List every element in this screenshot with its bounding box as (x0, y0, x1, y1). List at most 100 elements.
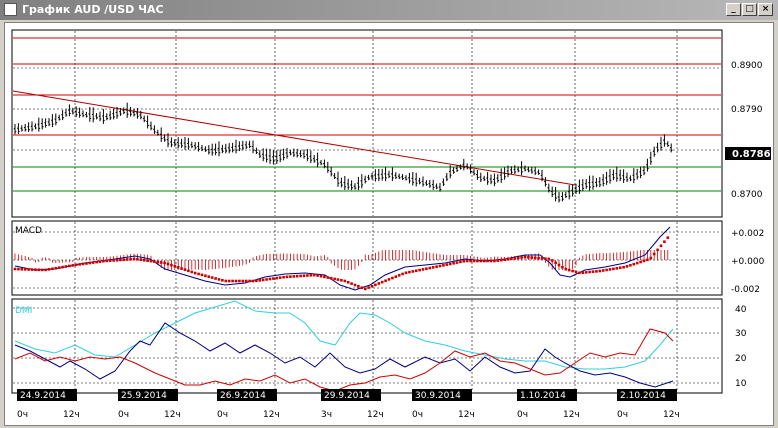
price-bar (506, 165, 510, 178)
macd-signal-dot (302, 274, 306, 278)
macd-signal-dot (469, 259, 472, 263)
price-bar (255, 147, 258, 155)
macd-signal-dot (370, 284, 374, 288)
macd-signal-dot (95, 260, 98, 264)
macd-signal-dot (445, 263, 449, 266)
hour-label: 12ч (367, 410, 384, 420)
price-bars (13, 102, 673, 203)
macd-signal-dot (408, 270, 411, 274)
macd-signal-dot (557, 263, 561, 267)
price-bar (513, 165, 517, 174)
macd-signal-dot (605, 268, 608, 272)
macd-signal-dot (329, 276, 333, 280)
price-bar (176, 137, 180, 149)
price-bar (302, 149, 306, 159)
macd-signal-dot (411, 270, 415, 273)
macd-signal-dot (210, 276, 214, 279)
price-bar (336, 171, 340, 187)
date-label: 30.9.2014 (412, 389, 472, 401)
macd-signal-dot (81, 262, 85, 266)
macd-signal-dot (40, 268, 44, 272)
price-bar (91, 107, 95, 123)
macd-signal-dot (459, 260, 462, 264)
macd-signal-dot (71, 264, 75, 267)
svg-text:26.9.2014: 26.9.2014 (220, 391, 266, 401)
macd-signal-dot (149, 259, 153, 263)
price-bar (190, 141, 194, 149)
maximize-button[interactable]: □ (742, 3, 757, 16)
minimize-button[interactable]: _ (726, 3, 741, 16)
hour-label: 0ч (617, 410, 628, 420)
chart-canvas[interactable]: 0.8900 0.8790 0.8700 0.8786 MACD +0.002 … (5, 23, 775, 427)
price-bar (557, 192, 561, 203)
price-bar (397, 173, 401, 180)
price-bar (265, 148, 268, 163)
price-bar (193, 142, 197, 150)
macd-signal-dot (357, 285, 360, 288)
hour-label: 0ч (17, 410, 28, 420)
price-bar (459, 164, 462, 170)
macd-signal-dot (435, 265, 438, 268)
price-bar (493, 173, 496, 187)
price-bar (370, 172, 374, 180)
macd-signal-dot (652, 252, 656, 256)
close-button[interactable]: × (758, 3, 773, 16)
price-bar (180, 138, 183, 148)
macd-signal-dot (85, 262, 88, 265)
macd-signal-dot (363, 287, 367, 291)
macd-signal-dot (166, 262, 170, 266)
macd-signal-dot (176, 266, 180, 269)
chart-area[interactable]: 0.8900 0.8790 0.8700 0.8786 MACD +0.002 … (4, 22, 774, 426)
macd-signal-dot (346, 280, 350, 284)
price-bar (503, 167, 506, 180)
macd-signal-dot (115, 258, 119, 262)
macd-signal-dot (479, 259, 483, 263)
macd-signal-dot (554, 261, 557, 265)
price-bar (482, 175, 486, 181)
macd-signal-dot (578, 271, 581, 275)
price-bar (346, 178, 350, 190)
macd-signal-dot (217, 278, 221, 281)
price-bar (40, 118, 44, 130)
macd-signal-dot (646, 258, 649, 262)
macd-signal-dot (503, 258, 506, 262)
price-bar (476, 169, 479, 180)
svg-text:1.10.2014: 1.10.2014 (520, 391, 566, 401)
price-bar (581, 179, 585, 192)
macd-signal-dot (214, 277, 217, 280)
hour-label: 12ч (164, 410, 181, 420)
price-bar (435, 183, 438, 190)
price-bar (377, 168, 381, 182)
macd-signal-dot (187, 269, 190, 273)
macd-signal-dot (197, 272, 200, 276)
hour-label: 12ч (663, 410, 680, 420)
price-bar (71, 107, 75, 115)
macd-signal-dot (224, 279, 228, 283)
macd-signal-dot (122, 258, 126, 262)
price-bar (323, 159, 326, 169)
price-bar (363, 175, 367, 184)
chart-window-icon (4, 3, 17, 16)
price-bar (595, 177, 598, 188)
price-bar (367, 174, 370, 181)
macd-signal-dot (404, 271, 408, 275)
price-bar (47, 118, 51, 127)
macd-line (14, 226, 671, 291)
macd-signal-dot (496, 259, 500, 262)
price-bar (414, 172, 418, 187)
macd-signal-dot (343, 279, 347, 283)
price-bar (57, 114, 61, 121)
price-bar (510, 166, 513, 175)
macd-signal-dot (442, 264, 445, 267)
macd-signal-dot (23, 268, 27, 271)
macd-signal-dot (204, 274, 207, 278)
macd-signal-dot (564, 267, 568, 271)
price-bar (561, 192, 564, 202)
date-label: 24.9.2014 (17, 389, 77, 401)
price-bar (268, 148, 272, 164)
macd-signal-dot (550, 259, 554, 262)
svg-text:30.9.2014: 30.9.2014 (415, 391, 461, 401)
macd-signal-dot (493, 259, 496, 263)
price-bar (139, 110, 143, 120)
support-lines (13, 166, 721, 192)
